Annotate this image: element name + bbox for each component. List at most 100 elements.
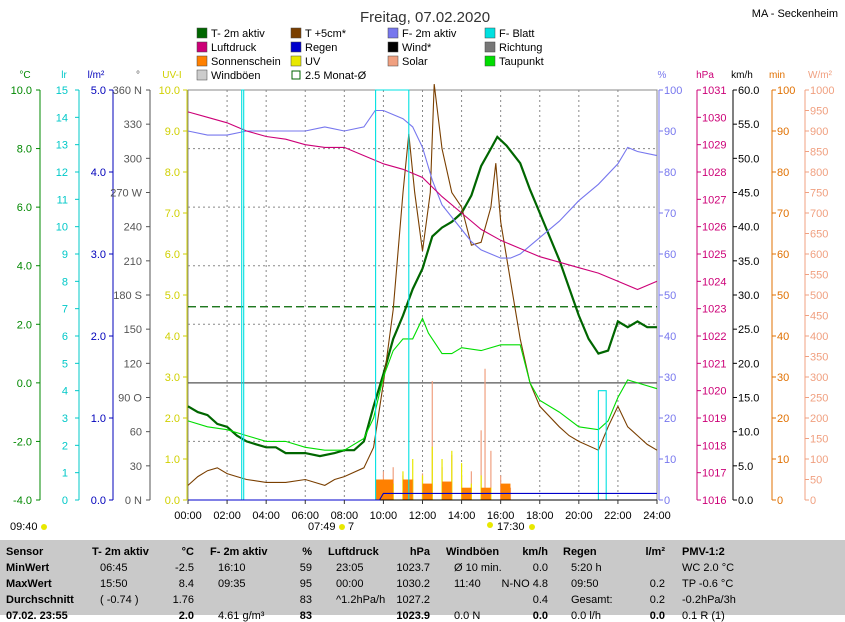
axis-tick-label: 0	[810, 495, 816, 507]
axis-tick-label: 45.0	[738, 188, 759, 200]
axis-tick-label: 1019	[702, 413, 726, 425]
sunrise-time: 07:49	[308, 521, 336, 533]
axis-tick-label: 40.0	[738, 222, 759, 234]
axis-tick-label: 55.0	[738, 119, 759, 131]
axis-unit: l/m²	[88, 70, 105, 81]
stats-cell: MinWert	[6, 562, 50, 574]
axis-tick-label: 20	[777, 413, 789, 425]
axis-tick-label: 750	[810, 188, 828, 200]
series-line-t-5cm-	[187, 84, 658, 486]
axis-tick-label: 150	[810, 434, 828, 446]
stats-unit: l/m²	[645, 546, 665, 558]
axis-tick-label: 0.0	[17, 378, 32, 390]
x-axis-tick-label: 22:00	[604, 510, 632, 522]
stats-cell-label: 5:20 h	[571, 562, 602, 574]
legend-swatch	[387, 55, 399, 67]
bars-layer	[375, 368, 512, 500]
stats-cell-value: 1.76	[172, 594, 194, 606]
stats-cell-value: 0.0	[532, 562, 548, 574]
legend-label: Wind*	[402, 42, 432, 54]
stats-column: Regen l/m² 5:20 h 09:50 0.2 Gesamt: 0.2 0.0 l/h…	[563, 540, 673, 622]
axis-unit: km/h	[731, 70, 753, 81]
stats-column: Windböen km/h Ø 10 min. 0.0 11:40 N-NO 4.8 0.4…	[446, 540, 556, 622]
axis-tick-label: 1	[62, 468, 68, 480]
stats-table: Sensor MinWert MaxWert Durchschnitt 07.02. 2…	[0, 540, 845, 622]
sunshine-bar	[402, 479, 413, 500]
stats-header: Luftdruck	[328, 546, 379, 558]
x-axis-tick-label: 10:00	[370, 510, 398, 522]
axis-tick-label: 40	[664, 331, 676, 343]
axis-tick-label: 950	[810, 106, 828, 118]
stats-cell-value: 0.2	[649, 594, 665, 606]
axis-tick-label: 330	[124, 119, 142, 131]
axis-tick-label: 4.0	[91, 167, 106, 179]
daylength-start: 09:40	[10, 521, 38, 533]
axis-tick-label: 30	[777, 372, 789, 384]
axis-tick-label: 2.0	[17, 319, 32, 331]
axis-tick-label: 350	[810, 352, 828, 364]
stats-cell-value: 0.0	[532, 610, 548, 622]
sun-icon	[41, 524, 47, 530]
stats-header: PMV-1:2	[682, 546, 725, 558]
legend-label: UV	[305, 56, 321, 68]
axis-tick-label: 0.0	[91, 495, 106, 507]
axis-tick-label: 8.0	[165, 167, 180, 179]
axis-tick-label: 300	[124, 153, 142, 165]
x-axis-tick-label: 18:00	[526, 510, 554, 522]
axis-tick-label: 60	[777, 249, 789, 261]
stats-unit: %	[302, 546, 312, 558]
axis-tick-label: 11	[57, 194, 68, 206]
axis-tick-label: 60	[664, 249, 676, 261]
axis-tick-label: 30	[130, 461, 142, 473]
axis-tick-label: 50	[664, 290, 676, 302]
axis-tick-label: 70	[664, 208, 676, 220]
legend-swatch	[196, 41, 208, 53]
legend-swatch	[290, 41, 302, 53]
axis-tick-label: 50	[810, 475, 822, 487]
legend-label: 2.5 Monat-Ø	[305, 70, 367, 82]
stats-cell: -0.2hPa/3h	[682, 594, 736, 606]
axis-tick-label: 90	[777, 126, 789, 138]
axis-tick-label: 10	[664, 454, 676, 466]
axis-tick-label: 1.0	[91, 413, 106, 425]
legend-label: Richtung	[499, 42, 542, 54]
series-line-f-blatt	[188, 89, 657, 501]
stats-cell-value: 83	[299, 594, 312, 606]
sunshine-bar	[422, 483, 433, 500]
axis-tick-label: 20.0	[738, 358, 759, 370]
legend-label: F- Blatt	[499, 28, 534, 40]
stats-cell-label: 16:10	[218, 562, 246, 574]
lines-layer	[187, 84, 658, 501]
axis-tick-label: 1024	[702, 276, 726, 288]
legend-swatch	[291, 70, 301, 80]
stats-column: Sensor MinWert MaxWert Durchschnitt 07.02. 2…	[6, 540, 90, 622]
axis-tick-label: 0	[664, 495, 670, 507]
axis-tick-label: 20	[664, 413, 676, 425]
stats-cell-value: 1030.2	[396, 578, 430, 590]
stats-cell-value: 1023.7	[396, 562, 430, 574]
axis-tick-label: 10.0	[159, 85, 180, 97]
legend-swatch	[387, 27, 399, 39]
axis-unit: W/m²	[808, 70, 833, 81]
stats-cell: 07.02. 23:55	[6, 610, 68, 622]
legend-swatch	[196, 27, 208, 39]
axis-unit: °	[136, 70, 140, 81]
stats-cell-value: 2.0	[178, 610, 194, 622]
axis-tick-label: 450	[810, 311, 828, 323]
x-axis-tick-label: 12:00	[409, 510, 437, 522]
axis-tick-label: 7	[62, 304, 68, 316]
series-line-regen	[188, 492, 657, 501]
axis-tick-label: 600	[810, 249, 828, 261]
axis-tick-label: 3.0	[91, 249, 106, 261]
sun-icon	[339, 524, 345, 530]
axis-tick-label: 360 N	[113, 85, 142, 97]
axis-tick-label: 10	[777, 454, 789, 466]
stats-column: F- 2m aktiv% 16:10 59 09:35 95 83 4.61 g/m³ 83	[210, 540, 320, 622]
axis-tick-label: 1017	[702, 468, 726, 480]
legend-swatch	[484, 41, 496, 53]
axis-tick-label: 8.0	[17, 144, 32, 156]
stats-cell-value: 8.4	[178, 578, 194, 590]
axis-tick-label: 1020	[702, 386, 726, 398]
axis-tick-label: 1016	[702, 495, 726, 507]
sun-events: 09:40 07:49 7 17:30	[10, 521, 535, 533]
